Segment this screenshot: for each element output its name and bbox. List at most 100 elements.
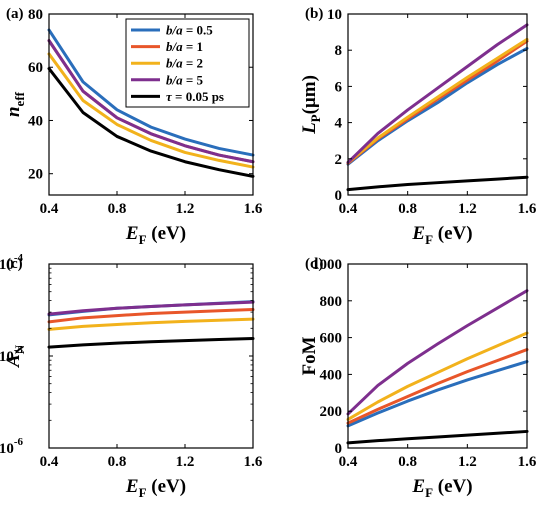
- x-axis-label: EF (eV): [125, 223, 186, 247]
- x-tick-label: 0.4: [339, 201, 358, 217]
- x-tick-label: 1.2: [176, 454, 195, 470]
- y-tick-label: 10-4: [0, 252, 23, 273]
- y-tick-label: 200: [320, 404, 343, 420]
- plot-frame: [48, 263, 254, 449]
- x-tick-label: 0.4: [40, 201, 59, 217]
- plot-frame: [347, 13, 528, 196]
- x-axis-label: EF (eV): [411, 476, 472, 500]
- y-tick-label: 40: [28, 113, 43, 129]
- y-axis-subscript: eff: [12, 91, 27, 106]
- x-axis-unit: (eV): [147, 476, 187, 497]
- series-line-s2: [47, 308, 255, 324]
- x-axis-label: EF (eV): [411, 223, 472, 247]
- y-axis-label: AN: [3, 344, 27, 368]
- y-tick-base: 10: [0, 441, 14, 457]
- legend-symbol: b/a: [166, 39, 183, 54]
- x-axis-unit: (eV): [433, 476, 473, 497]
- x-tick-label: 0.8: [108, 201, 127, 217]
- series-line-s5: [346, 429, 529, 445]
- x-tick-label: 1.6: [244, 201, 263, 217]
- series-line-s1: [47, 28, 255, 157]
- y-tick-label: 400: [320, 367, 343, 383]
- y-tick-label: 60: [28, 60, 43, 76]
- y-tick-label: 4: [335, 116, 343, 132]
- x-tick-label: 0.8: [398, 201, 417, 217]
- panel-c: 0.4 0.8 1.2 1.610-610-510-4(c)EF (eV)AN: [0, 252, 263, 500]
- legend-value: = 2: [183, 56, 203, 71]
- y-axis-subscript: N: [12, 344, 27, 354]
- x-tick-label: 1.2: [458, 454, 477, 470]
- legend-label-s2: b/a = 1: [166, 39, 203, 54]
- legend-label-s3: b/a = 2: [166, 56, 203, 71]
- y-tick-label: 80: [28, 7, 43, 23]
- y-tick-label: 2: [335, 152, 343, 168]
- y-tick-label: 10: [327, 7, 342, 23]
- x-axis-unit: (eV): [433, 223, 473, 244]
- series-line-s4: [47, 300, 255, 316]
- series-line-s1: [346, 360, 529, 428]
- x-tick-label: 0.4: [40, 454, 59, 470]
- y-axis-subscript: P: [308, 114, 323, 122]
- y-tick-label: 0: [335, 441, 343, 457]
- legend-value: = 0.5: [183, 23, 214, 38]
- y-tick-label: 8: [335, 43, 343, 59]
- x-axis-subscript: F: [139, 232, 147, 247]
- series-line-s5: [47, 67, 255, 178]
- y-tick-label: 1000: [312, 257, 342, 273]
- x-tick-label: 0.4: [339, 454, 358, 470]
- x-axis-symbol: E: [411, 476, 425, 497]
- y-tick-exponent: -4: [14, 252, 24, 264]
- y-tick-label: 0: [335, 188, 343, 204]
- y-tick-exponent: -6: [14, 436, 24, 448]
- plot-frame: [48, 13, 254, 196]
- y-axis-label: FoM: [299, 336, 320, 375]
- legend-symbol: b/a: [166, 72, 183, 87]
- y-axis-label: LP(μm): [299, 75, 323, 135]
- series-line-s3: [346, 331, 529, 421]
- x-axis-subscript: F: [425, 485, 433, 500]
- x-tick-label: 1.6: [518, 201, 537, 217]
- x-tick-label: 1.6: [518, 454, 537, 470]
- x-axis-subscript: F: [425, 232, 433, 247]
- series-line-s4: [47, 39, 255, 164]
- y-axis-symbol: L: [299, 122, 320, 135]
- legend-symbol: b/a: [166, 56, 183, 71]
- y-axis-symbol: A: [3, 354, 24, 368]
- series-line-s5: [346, 175, 529, 192]
- x-tick-label: 0.8: [108, 454, 127, 470]
- y-tick-label: 800: [320, 294, 343, 310]
- y-tick-base: 10: [0, 257, 14, 273]
- x-axis-symbol: E: [125, 476, 139, 497]
- series-line-s4: [346, 289, 529, 416]
- y-axis-label: neff: [3, 91, 27, 117]
- y-tick-label: 10-6: [0, 436, 23, 457]
- legend-value: = 0.05 ps: [172, 89, 224, 104]
- x-tick-label: 1.6: [244, 454, 263, 470]
- y-tick-label: 10-5: [0, 344, 23, 365]
- series-line-s2: [346, 348, 529, 425]
- y-axis-unit: (μm): [299, 75, 320, 114]
- panel-label: (b): [305, 6, 323, 22]
- x-axis-subscript: F: [139, 485, 147, 500]
- y-tick-label: 20: [28, 167, 43, 183]
- legend-value: = 5: [183, 72, 204, 87]
- y-tick-label: 600: [320, 331, 343, 347]
- panel-label: (d): [305, 256, 323, 272]
- legend-label-s4: b/a = 5: [166, 72, 204, 87]
- y-axis-symbol: FoM: [299, 336, 320, 375]
- x-tick-label: 1.2: [458, 201, 477, 217]
- legend-value: = 1: [183, 39, 203, 54]
- plot-frame: [347, 263, 528, 449]
- x-tick-label: 0.8: [398, 454, 417, 470]
- series-line-s4: [346, 23, 529, 164]
- x-axis-symbol: E: [411, 223, 425, 244]
- series-line-s3: [47, 317, 255, 331]
- x-axis-symbol: E: [125, 223, 139, 244]
- panel-a: 0.4 0.8 1.2 1.6 20 40 60 80(a) EF (eV) neff b/a = …: [3, 6, 263, 247]
- series-line-s5: [47, 336, 255, 349]
- panel-label: (a): [6, 6, 24, 22]
- y-tick-label: 6: [335, 79, 343, 95]
- series-line-s3: [47, 52, 255, 169]
